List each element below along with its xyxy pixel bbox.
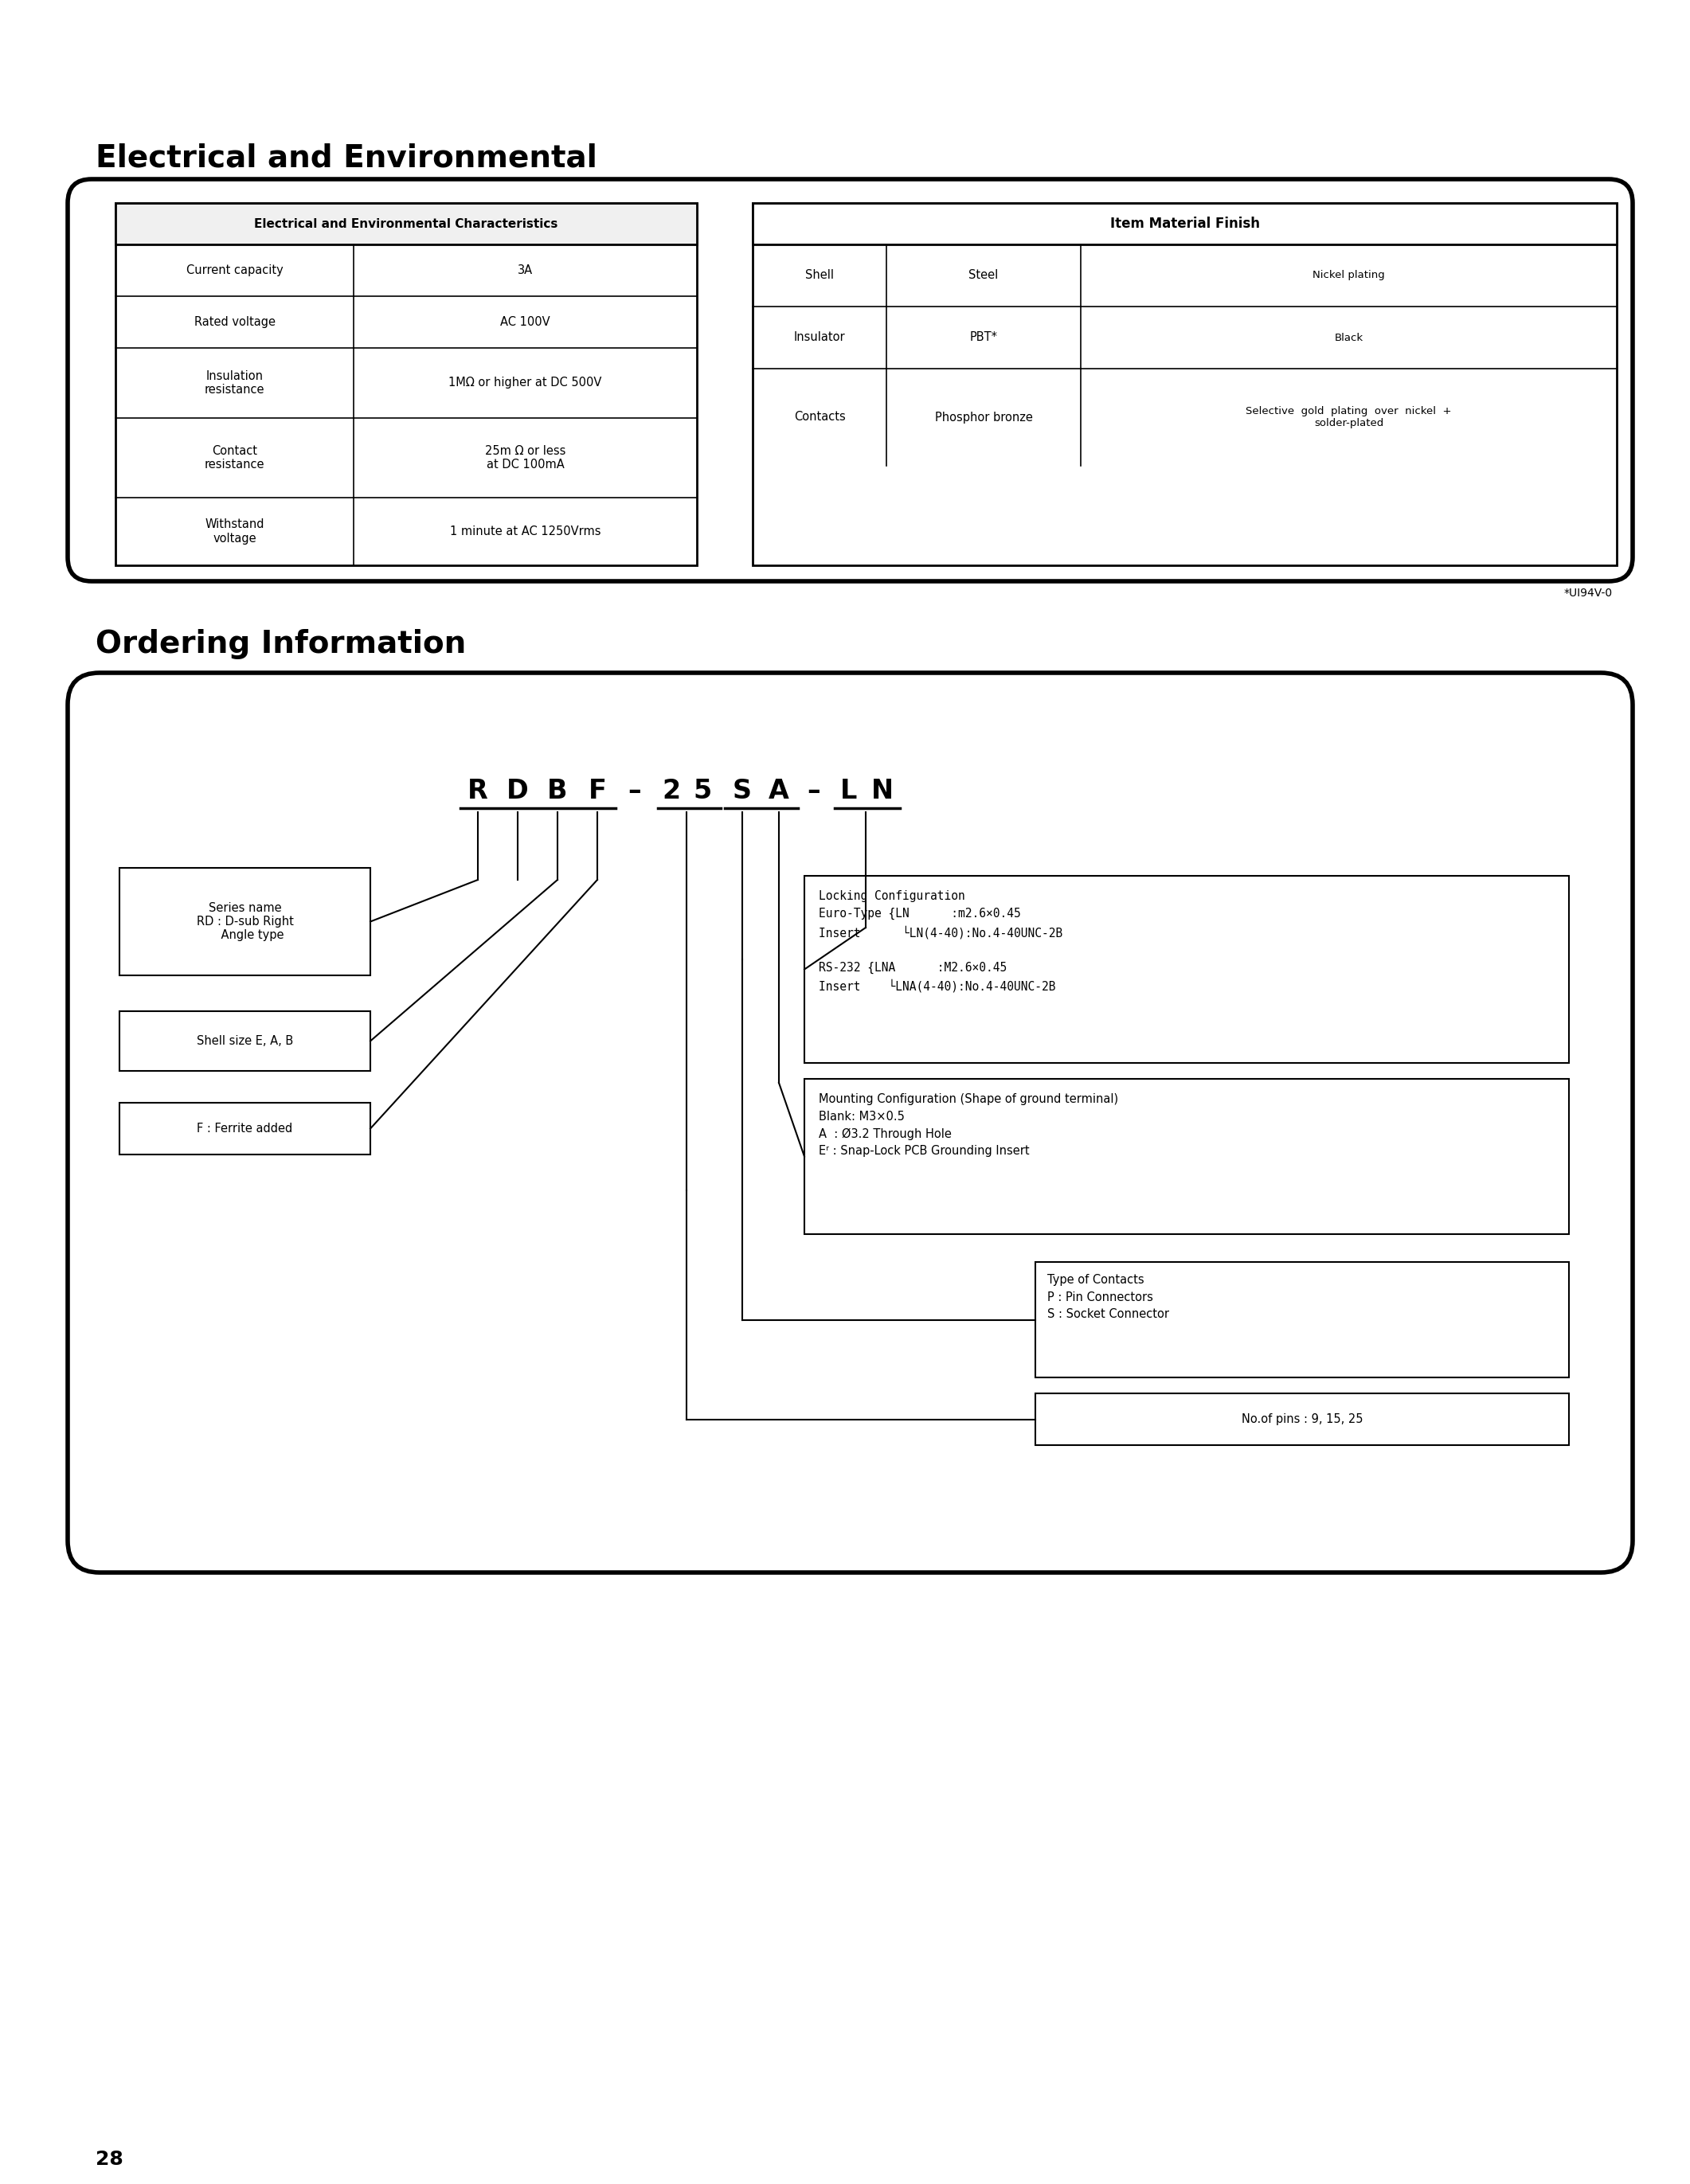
Bar — [752, 203, 1617, 245]
Text: 5: 5 — [693, 778, 711, 804]
Text: Contacts: Contacts — [794, 411, 845, 424]
Bar — [1036, 1393, 1568, 1446]
Bar — [120, 1103, 370, 1155]
Text: R: R — [468, 778, 488, 804]
Bar — [115, 203, 696, 566]
Text: Shell: Shell — [804, 269, 833, 282]
Text: F: F — [588, 778, 607, 804]
Text: Withstand
voltage: Withstand voltage — [204, 518, 264, 544]
Text: –: – — [629, 778, 642, 804]
Bar — [752, 203, 1617, 566]
Text: Insulator: Insulator — [794, 332, 845, 343]
FancyBboxPatch shape — [68, 179, 1633, 581]
Text: Mounting Configuration (Shape of ground terminal)
Blank: M3×0.5
A  : Ø3.2 Throug: Mounting Configuration (Shape of ground … — [818, 1094, 1119, 1158]
Text: N: N — [872, 778, 894, 804]
Text: Series name
RD : D-sub Right
    Angle type: Series name RD : D-sub Right Angle type — [196, 902, 294, 941]
Text: Phosphor bronze: Phosphor bronze — [935, 411, 1033, 424]
Text: S: S — [733, 778, 752, 804]
Text: Type of Contacts
P : Pin Connectors
S : Socket Connector: Type of Contacts P : Pin Connectors S : … — [1048, 1273, 1169, 1321]
Text: Steel: Steel — [968, 269, 999, 282]
Text: Shell size E, A, B: Shell size E, A, B — [196, 1035, 292, 1046]
Text: L: L — [840, 778, 857, 804]
Text: D: D — [507, 778, 529, 804]
Text: 25m Ω or less
at DC 100mA: 25m Ω or less at DC 100mA — [485, 446, 566, 472]
Text: Rated voltage: Rated voltage — [194, 317, 275, 328]
Text: 28: 28 — [96, 2149, 123, 2169]
Text: Insulation
resistance: Insulation resistance — [204, 369, 265, 395]
Text: Locking Configuration
Euro-Type {LN      :m2.6×0.45
Insert      └LN(4-40):No.4-4: Locking Configuration Euro-Type {LN :m2.… — [818, 891, 1063, 994]
Text: Selective  gold  plating  over  nickel  +
solder-plated: Selective gold plating over nickel + sol… — [1246, 406, 1452, 428]
Bar — [120, 867, 370, 976]
Text: 1MΩ or higher at DC 500V: 1MΩ or higher at DC 500V — [448, 378, 602, 389]
Text: 3A: 3A — [517, 264, 532, 277]
Text: PBT*: PBT* — [970, 332, 997, 343]
Bar — [1036, 1262, 1568, 1378]
Text: Nickel plating: Nickel plating — [1313, 271, 1384, 282]
Text: 1 minute at AC 1250Vrms: 1 minute at AC 1250Vrms — [450, 526, 600, 537]
Text: –: – — [808, 778, 821, 804]
Text: 2: 2 — [662, 778, 681, 804]
Text: Current capacity: Current capacity — [186, 264, 282, 277]
Text: *UI94V-0: *UI94V-0 — [1563, 587, 1612, 598]
Text: F : Ferrite added: F : Ferrite added — [198, 1123, 292, 1136]
Text: B: B — [548, 778, 568, 804]
Text: Ordering Information: Ordering Information — [96, 629, 466, 660]
Bar — [115, 203, 696, 245]
Text: AC 100V: AC 100V — [500, 317, 551, 328]
Text: Contact
resistance: Contact resistance — [204, 446, 265, 472]
FancyBboxPatch shape — [68, 673, 1633, 1572]
Text: Electrical and Environmental: Electrical and Environmental — [96, 144, 597, 173]
Bar — [804, 876, 1568, 1064]
Text: Electrical and Environmental Characteristics: Electrical and Environmental Characteris… — [254, 218, 558, 229]
Text: A: A — [769, 778, 789, 804]
Text: Item Material Finish: Item Material Finish — [1110, 216, 1259, 232]
Text: Black: Black — [1335, 332, 1364, 343]
Bar — [804, 1079, 1568, 1234]
Bar — [120, 1011, 370, 1070]
Text: No.of pins : 9, 15, 25: No.of pins : 9, 15, 25 — [1242, 1413, 1362, 1426]
